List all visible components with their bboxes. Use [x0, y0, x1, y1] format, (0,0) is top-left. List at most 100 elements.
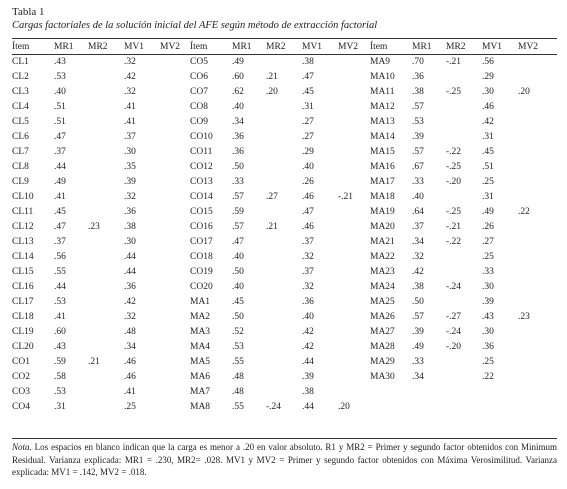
table-row: CL18 .41 .32 MA2 .50 .40 MA26 .57 -.27 .43 .23 — [12, 310, 557, 325]
loading-cell-mr1: .40 — [54, 87, 66, 97]
item-cell: CL17 — [12, 297, 34, 307]
loading-cell-mr2: .27 — [266, 192, 278, 202]
loading-cell-mv1: .43 — [482, 312, 494, 322]
loading-cell-mv1: .46 — [124, 357, 136, 367]
column-header-mv1: MV1 — [482, 42, 503, 52]
loading-cell-mr1: .50 — [232, 162, 244, 172]
item-cell: MA18 — [370, 192, 395, 202]
table-row: CL16 .44 .36 CO20 .40 .32 MA24 .38 -.24 .30 — [12, 280, 557, 295]
loading-cell-mr1: .43 — [54, 342, 66, 352]
item-cell: MA14 — [370, 132, 395, 142]
loading-cell-mr2: -.24 — [266, 402, 282, 412]
loading-cell-mr1: .51 — [54, 117, 66, 127]
item-cell: MA11 — [370, 87, 395, 97]
item-cell: CL7 — [12, 147, 29, 157]
item-cell: MA1 — [190, 297, 211, 307]
item-cell: MA3 — [190, 327, 211, 337]
loading-cell-mr2: .21 — [266, 72, 278, 82]
loading-cell-mr1: .53 — [232, 342, 244, 352]
loading-cell-mr1: .45 — [54, 207, 66, 217]
item-cell: MA15 — [370, 147, 395, 157]
item-cell: CO19 — [190, 267, 213, 277]
loading-cell-mr1: .53 — [412, 117, 424, 127]
item-cell: MA7 — [190, 387, 211, 397]
loading-cell-mv1: .42 — [482, 117, 494, 127]
loading-cell-mv1: .27 — [482, 237, 494, 247]
loading-cell-mv1: .42 — [124, 297, 136, 307]
loading-cell-mv1: .45 — [482, 147, 494, 157]
table-row: CL5 .51 .41 CO9 .34 .27 MA13 .53 .42 — [12, 115, 557, 130]
loading-cell-mv1: .41 — [124, 117, 136, 127]
item-cell: CL18 — [12, 312, 34, 322]
item-cell: CL2 — [12, 72, 29, 82]
item-cell: CO17 — [190, 237, 213, 247]
loading-cell-mv2: .23 — [518, 312, 530, 322]
loading-cell-mv2: .20 — [338, 402, 350, 412]
table-note: Nota. Los espacios en blanco indican que… — [12, 441, 557, 479]
column-header-item: Ítem — [190, 42, 208, 52]
loading-cell-mv1: .32 — [302, 252, 314, 262]
loading-cell-mv1: .47 — [302, 207, 314, 217]
loading-cell-mv1: .27 — [302, 117, 314, 127]
loading-cell-mr2: -.21 — [446, 222, 462, 232]
loading-cell-mv1: .32 — [124, 57, 136, 67]
header-rule — [12, 54, 557, 55]
loading-cell-mr2: -.22 — [446, 237, 462, 247]
loading-cell-mv1: .42 — [302, 327, 314, 337]
item-cell: CO5 — [190, 57, 208, 67]
table-row: CL4 .51 .41 CO8 .40 .31 MA12 .57 .46 — [12, 100, 557, 115]
table-row: CL10 .41 .32 CO14 .57 .27 .46 -.21 MA18 .40 .31 — [12, 190, 557, 205]
loading-cell-mr1: .40 — [232, 102, 244, 112]
item-cell: CO4 — [12, 402, 30, 412]
loading-cell-mv1: .41 — [124, 102, 136, 112]
loading-cell-mv1: .26 — [482, 222, 494, 232]
item-cell: CO18 — [190, 252, 213, 262]
loading-cell-mr1: .38 — [412, 87, 424, 97]
loading-cell-mr1: .53 — [54, 297, 66, 307]
item-cell: CO9 — [190, 117, 208, 127]
item-cell: MA22 — [370, 252, 395, 262]
loading-cell-mv1: .22 — [482, 372, 494, 382]
loading-cell-mr1: .57 — [232, 222, 244, 232]
loading-cell-mr1: .38 — [412, 282, 424, 292]
note-text: Los espacios en blanco indican que la ca… — [12, 442, 557, 477]
loading-cell-mr1: .32 — [412, 252, 424, 262]
table-row: CL11 .45 .36 CO15 .59 .47 MA19 .64 -.25 .49 .22 — [12, 205, 557, 220]
loading-cell-mr2: .20 — [266, 87, 278, 97]
loading-cell-mr2: .21 — [266, 222, 278, 232]
table-row: CL19 .60 .48 MA3 .52 .42 MA27 .39 -.24 .30 — [12, 325, 557, 340]
loading-cell-mr1: .60 — [232, 72, 244, 82]
item-cell: MA5 — [190, 357, 211, 367]
column-header-item: Ítem — [370, 42, 388, 52]
loading-cell-mr1: .57 — [412, 312, 424, 322]
loading-cell-mr2: .23 — [88, 222, 100, 232]
item-cell: CO20 — [190, 282, 213, 292]
item-cell: CL20 — [12, 342, 34, 352]
item-cell: CL5 — [12, 117, 29, 127]
item-cell: CO13 — [190, 177, 213, 187]
loading-cell-mr2: -.20 — [446, 342, 462, 352]
table-row: CL1 .43 .32 CO5 .49 .38 MA9 .70 -.21 .56 — [12, 55, 557, 70]
loading-cell-mr1: .60 — [54, 327, 66, 337]
item-cell: MA2 — [190, 312, 211, 322]
item-cell: MA12 — [370, 102, 395, 112]
item-cell: CL9 — [12, 177, 29, 187]
loading-cell-mr1: .57 — [412, 102, 424, 112]
loading-cell-mv1: .36 — [302, 297, 314, 307]
loading-cell-mv1: .30 — [482, 327, 494, 337]
loading-cell-mv1: .47 — [302, 72, 314, 82]
item-cell: CO12 — [190, 162, 213, 172]
loading-cell-mr1: .37 — [54, 147, 66, 157]
loading-cell-mv1: .44 — [124, 252, 136, 262]
loading-cell-mv1: .38 — [302, 57, 314, 67]
item-cell: MA30 — [370, 372, 395, 382]
table-row: CL20 .43 .34 MA4 .53 .42 MA28 .49 -.20 .36 — [12, 340, 557, 355]
loading-cell-mr1: .47 — [232, 237, 244, 247]
top-rule — [12, 38, 557, 39]
table-row: CL7 .37 .30 CO11 .36 .29 MA15 .57 -.22 .45 — [12, 145, 557, 160]
loading-cell-mr1: .48 — [232, 372, 244, 382]
loading-cell-mv2: .20 — [518, 87, 530, 97]
loading-cell-mr1: .62 — [232, 87, 244, 97]
loading-cell-mr1: .41 — [54, 312, 66, 322]
loading-cell-mr1: .36 — [232, 147, 244, 157]
